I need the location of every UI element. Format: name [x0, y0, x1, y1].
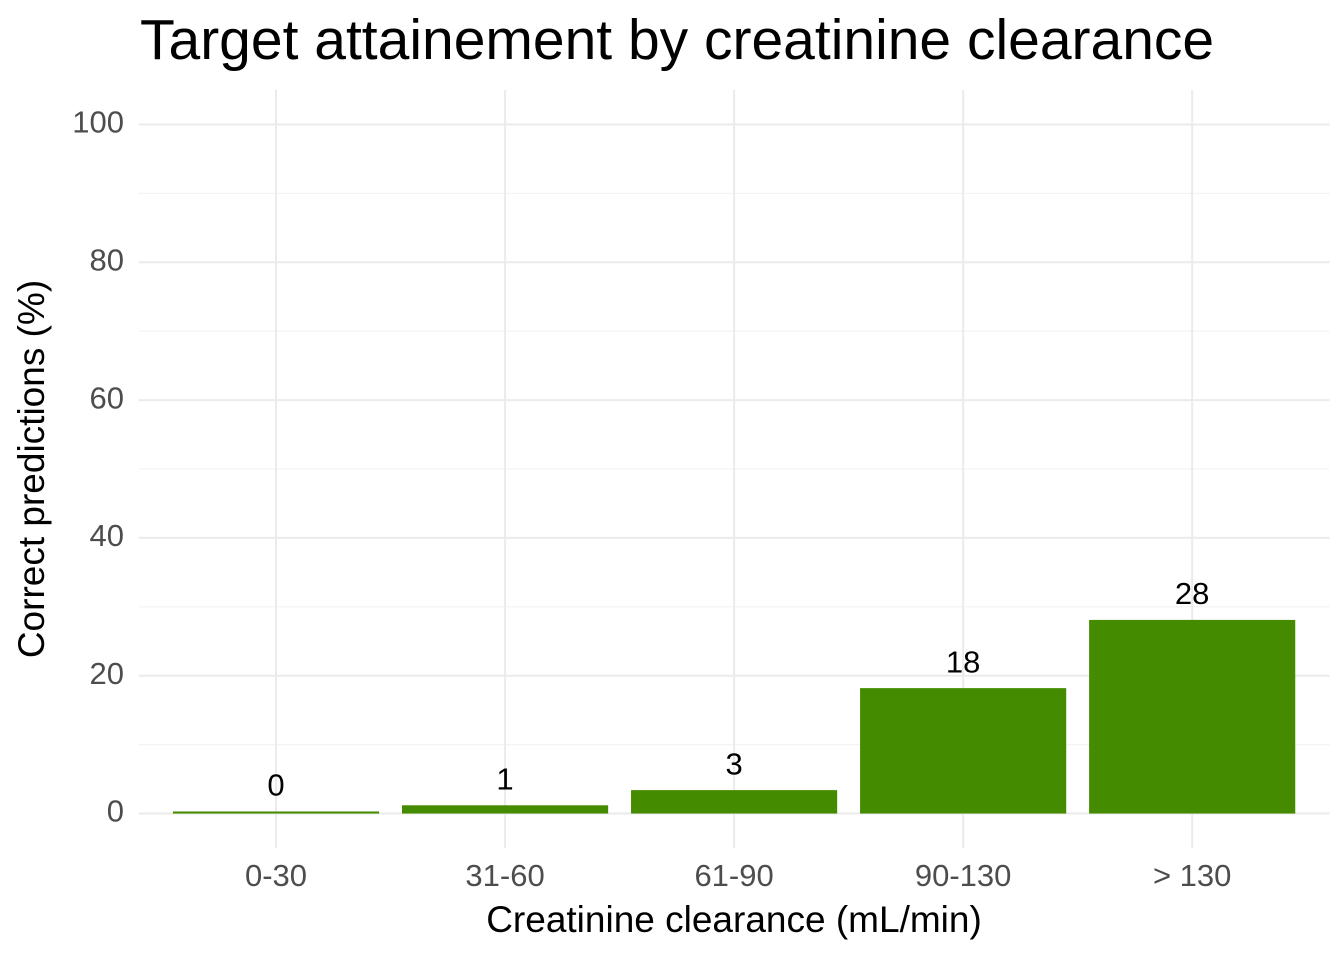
y-tick-label: 0 [107, 794, 124, 829]
value-label: 18 [946, 644, 980, 679]
y-axis-title: Correct predictions (%) [11, 280, 52, 658]
bar [1089, 619, 1296, 814]
x-axis-title: Creatinine clearance (mL/min) [486, 899, 982, 940]
x-tick-label: 61-90 [694, 858, 773, 893]
x-tick-label: 90-130 [915, 858, 1012, 893]
y-tick-label: 80 [90, 242, 124, 277]
value-label: 1 [496, 761, 513, 796]
chart-title: Target attainement by creatinine clearan… [140, 8, 1214, 72]
value-label: 3 [725, 746, 742, 781]
bar [401, 805, 609, 814]
y-tick-label: 60 [90, 380, 124, 415]
y-tick-label: 20 [90, 656, 124, 691]
x-tick-label: 31-60 [465, 858, 544, 893]
value-label: 28 [1175, 576, 1209, 611]
bar [172, 811, 380, 814]
value-label: 0 [267, 768, 284, 803]
bar [631, 790, 838, 814]
bar [860, 688, 1067, 814]
x-tick-label: 0-30 [245, 858, 307, 893]
x-tick-label: > 130 [1153, 858, 1231, 893]
y-tick-label: 100 [72, 105, 124, 140]
y-tick-label: 40 [90, 518, 124, 553]
